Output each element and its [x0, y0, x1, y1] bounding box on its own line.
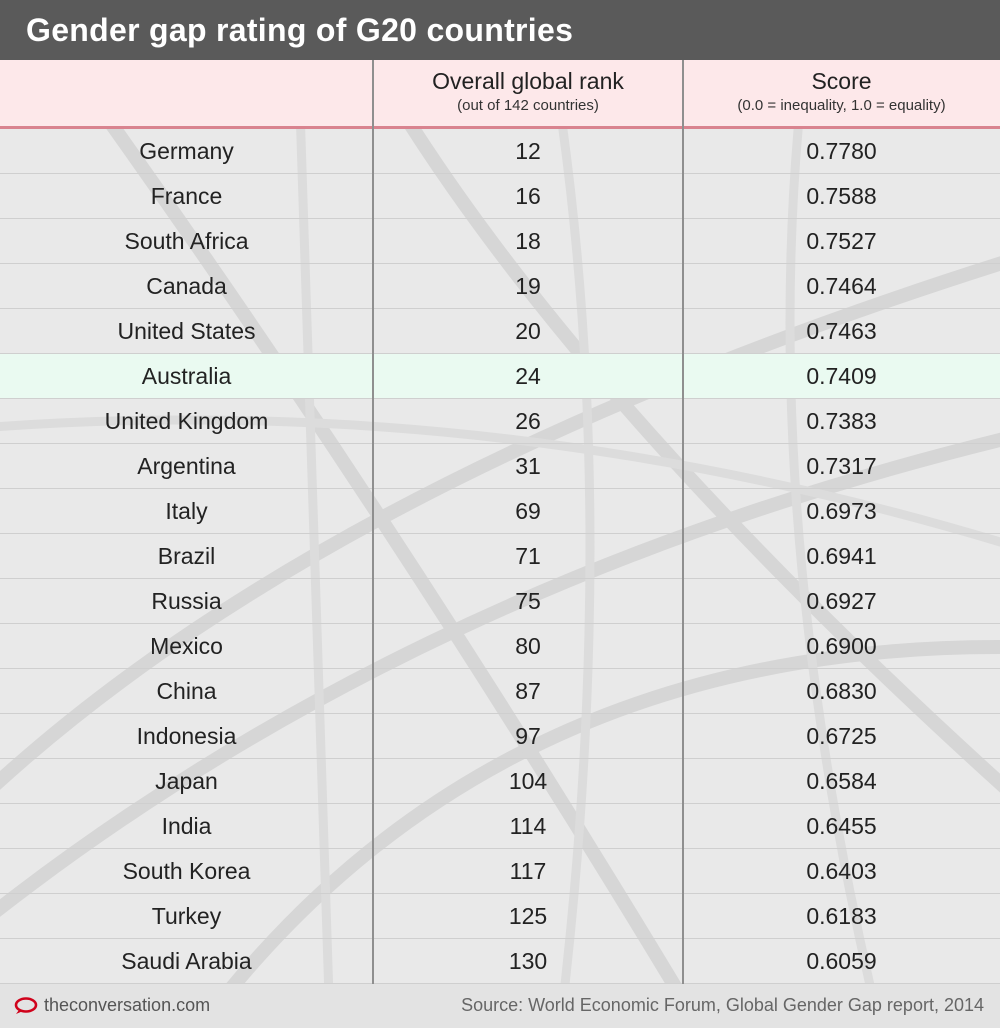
title-bar: Gender gap rating of G20 countries — [0, 0, 1000, 60]
table-row: United States 20 0.7463 — [0, 309, 1000, 354]
score-cell: 0.7464 — [806, 273, 877, 299]
rank-cell: 12 — [515, 138, 541, 164]
rank-cell: 130 — [508, 948, 548, 974]
footer: theconversation.com Source: World Econom… — [0, 984, 1000, 1028]
rank-cell: 26 — [515, 408, 541, 434]
source-note: Source: World Economic Forum, Global Gen… — [461, 995, 984, 1015]
table-row: Indonesia 97 0.6725 — [0, 714, 1000, 759]
table-row: Italy 69 0.6973 — [0, 489, 1000, 534]
score-cell: 0.6455 — [806, 813, 877, 839]
table-row: Mexico 80 0.6900 — [0, 624, 1000, 669]
rank-cell: 104 — [508, 768, 548, 794]
country-cell: Argentina — [137, 453, 236, 479]
table-header: Overall global rank (out of 142 countrie… — [0, 60, 1000, 126]
header-country — [0, 60, 373, 126]
header-score-sublabel: (0.0 = inequality, 1.0 = equality) — [737, 97, 946, 114]
rank-cell: 75 — [515, 588, 541, 614]
table-row: South Africa 18 0.7527 — [0, 219, 1000, 264]
rank-cell: 19 — [515, 273, 541, 299]
table-row: Australia 24 0.7409 — [0, 354, 1000, 399]
table-row: Brazil 71 0.6941 — [0, 534, 1000, 579]
score-cell: 0.6403 — [806, 858, 877, 884]
table-row: Argentina 31 0.7317 — [0, 444, 1000, 489]
country-cell: Mexico — [150, 633, 223, 659]
table-body: Germany 12 0.7780 France 16 0.7588 South Afric… — [0, 129, 1000, 984]
score-cell: 0.6973 — [806, 498, 877, 524]
country-cell: Italy — [165, 498, 208, 524]
rank-cell: 71 — [515, 543, 541, 569]
country-cell: France — [150, 183, 223, 209]
country-cell: Indonesia — [136, 723, 237, 749]
score-cell: 0.7780 — [806, 138, 877, 164]
table-row: France 16 0.7588 — [0, 174, 1000, 219]
score-cell: 0.7463 — [806, 318, 877, 344]
header-score: Score (0.0 = inequality, 1.0 = equality) — [683, 60, 1000, 126]
rank-cell: 97 — [515, 723, 541, 749]
table-row: China 87 0.6830 — [0, 669, 1000, 714]
score-cell: 0.7588 — [806, 183, 877, 209]
table-row: Russia 75 0.6927 — [0, 579, 1000, 624]
rank-cell: 16 — [515, 183, 541, 209]
rank-cell: 117 — [509, 858, 547, 884]
background-architecture-image — [0, 128, 1000, 984]
site-name[interactable]: theconversation.com — [44, 995, 211, 1015]
score-cell: 0.6900 — [806, 633, 877, 659]
country-cell: Turkey — [151, 903, 222, 929]
table-row: South Korea 117 0.6403 — [0, 849, 1000, 894]
country-cell: Germany — [139, 138, 234, 164]
table-row: Saudi Arabia 130 0.6059 — [0, 939, 1000, 984]
rank-cell: 69 — [515, 498, 541, 524]
table-row: United Kingdom 26 0.7383 — [0, 399, 1000, 444]
column-divider — [372, 60, 374, 984]
score-cell: 0.6941 — [806, 543, 877, 569]
country-cell: United States — [117, 318, 256, 344]
rank-cell: 31 — [515, 453, 541, 479]
country-cell: Brazil — [157, 543, 216, 569]
rank-cell: 24 — [515, 363, 541, 389]
rank-cell: 20 — [515, 318, 541, 344]
score-cell: 0.6725 — [806, 723, 877, 749]
chart-title: Gender gap rating of G20 countries — [26, 12, 574, 48]
rank-cell: 18 — [515, 228, 541, 254]
country-cell: Japan — [155, 768, 218, 794]
header-rank: Overall global rank (out of 142 countrie… — [373, 60, 683, 126]
country-cell: Canada — [146, 273, 227, 299]
country-cell: South Korea — [122, 858, 251, 884]
score-cell: 0.7527 — [806, 228, 877, 254]
header-divider — [0, 126, 1000, 129]
score-cell: 0.6584 — [806, 768, 877, 794]
table-row: Canada 19 0.7464 — [0, 264, 1000, 309]
header-rank-sublabel: (out of 142 countries) — [457, 97, 599, 114]
column-divider — [682, 60, 684, 984]
table-row: Turkey 125 0.6183 — [0, 894, 1000, 939]
rank-cell: 80 — [515, 633, 541, 659]
header-rank-label: Overall global rank — [432, 68, 624, 94]
score-cell: 0.6183 — [806, 903, 877, 929]
score-cell: 0.7383 — [806, 408, 877, 434]
rank-cell: 114 — [509, 813, 547, 839]
country-cell: India — [161, 813, 212, 839]
score-cell: 0.7409 — [806, 363, 877, 389]
speech-bubble-icon — [14, 997, 38, 1014]
country-cell: Saudi Arabia — [121, 948, 252, 974]
country-cell: South Africa — [124, 228, 249, 254]
table-row: India 114 0.6455 — [0, 804, 1000, 849]
country-cell: Russia — [151, 588, 222, 614]
table-row: Japan 104 0.6584 — [0, 759, 1000, 804]
rank-cell: 125 — [508, 903, 548, 929]
score-cell: 0.6059 — [806, 948, 877, 974]
score-cell: 0.7317 — [806, 453, 877, 479]
header-score-label: Score — [811, 68, 872, 94]
rank-cell: 87 — [515, 678, 541, 704]
country-cell: United Kingdom — [104, 408, 269, 434]
score-cell: 0.6927 — [806, 588, 877, 614]
country-cell: China — [156, 678, 217, 704]
country-cell: Australia — [141, 363, 232, 389]
table-row: Germany 12 0.7780 — [0, 129, 1000, 174]
score-cell: 0.6830 — [806, 678, 877, 704]
